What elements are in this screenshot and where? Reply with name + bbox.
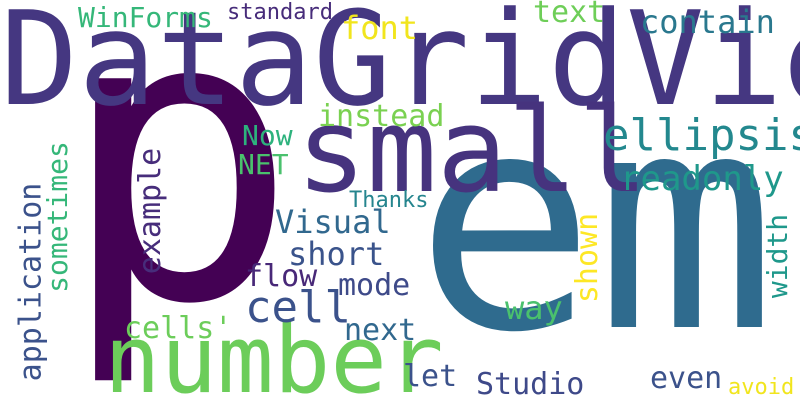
word-thanks: Thanks <box>349 188 429 213</box>
word-instead: instead <box>318 99 445 134</box>
word-visual: Visual <box>275 203 391 241</box>
word-let: let <box>403 359 458 394</box>
word-application: application <box>12 182 48 382</box>
word-small: small <box>296 82 649 219</box>
word-font: font <box>341 9 419 47</box>
word-cells: cells' <box>124 311 233 346</box>
word-width: width <box>761 213 795 299</box>
word-mode: mode <box>338 268 411 303</box>
word-way: way <box>505 289 563 327</box>
word-em: em <box>415 49 777 398</box>
word-text: text <box>533 0 606 30</box>
word-datagridview: DataGridView <box>0 0 800 135</box>
word-next: next <box>344 313 417 348</box>
word-number: number <box>104 306 444 400</box>
word-p: p <box>58 0 299 392</box>
word-studio: Studio <box>476 367 585 400</box>
word-readonly: readonly <box>620 159 784 199</box>
word-standard: standard <box>227 0 333 25</box>
word-example: example <box>133 147 169 275</box>
word-avoid: avoid <box>728 375 795 400</box>
word-now: Now <box>242 119 293 152</box>
word-ellipsis: ellipsis <box>603 110 800 161</box>
word-short: short <box>288 235 385 273</box>
word-contain: contain <box>640 3 775 41</box>
word-net: NET <box>238 148 289 181</box>
word-shown: shown <box>570 212 606 304</box>
word-flow: flow <box>245 259 318 294</box>
word-cell: cell <box>245 282 351 333</box>
word-winforms: WinForms <box>78 1 213 34</box>
word-even: even <box>650 361 723 396</box>
